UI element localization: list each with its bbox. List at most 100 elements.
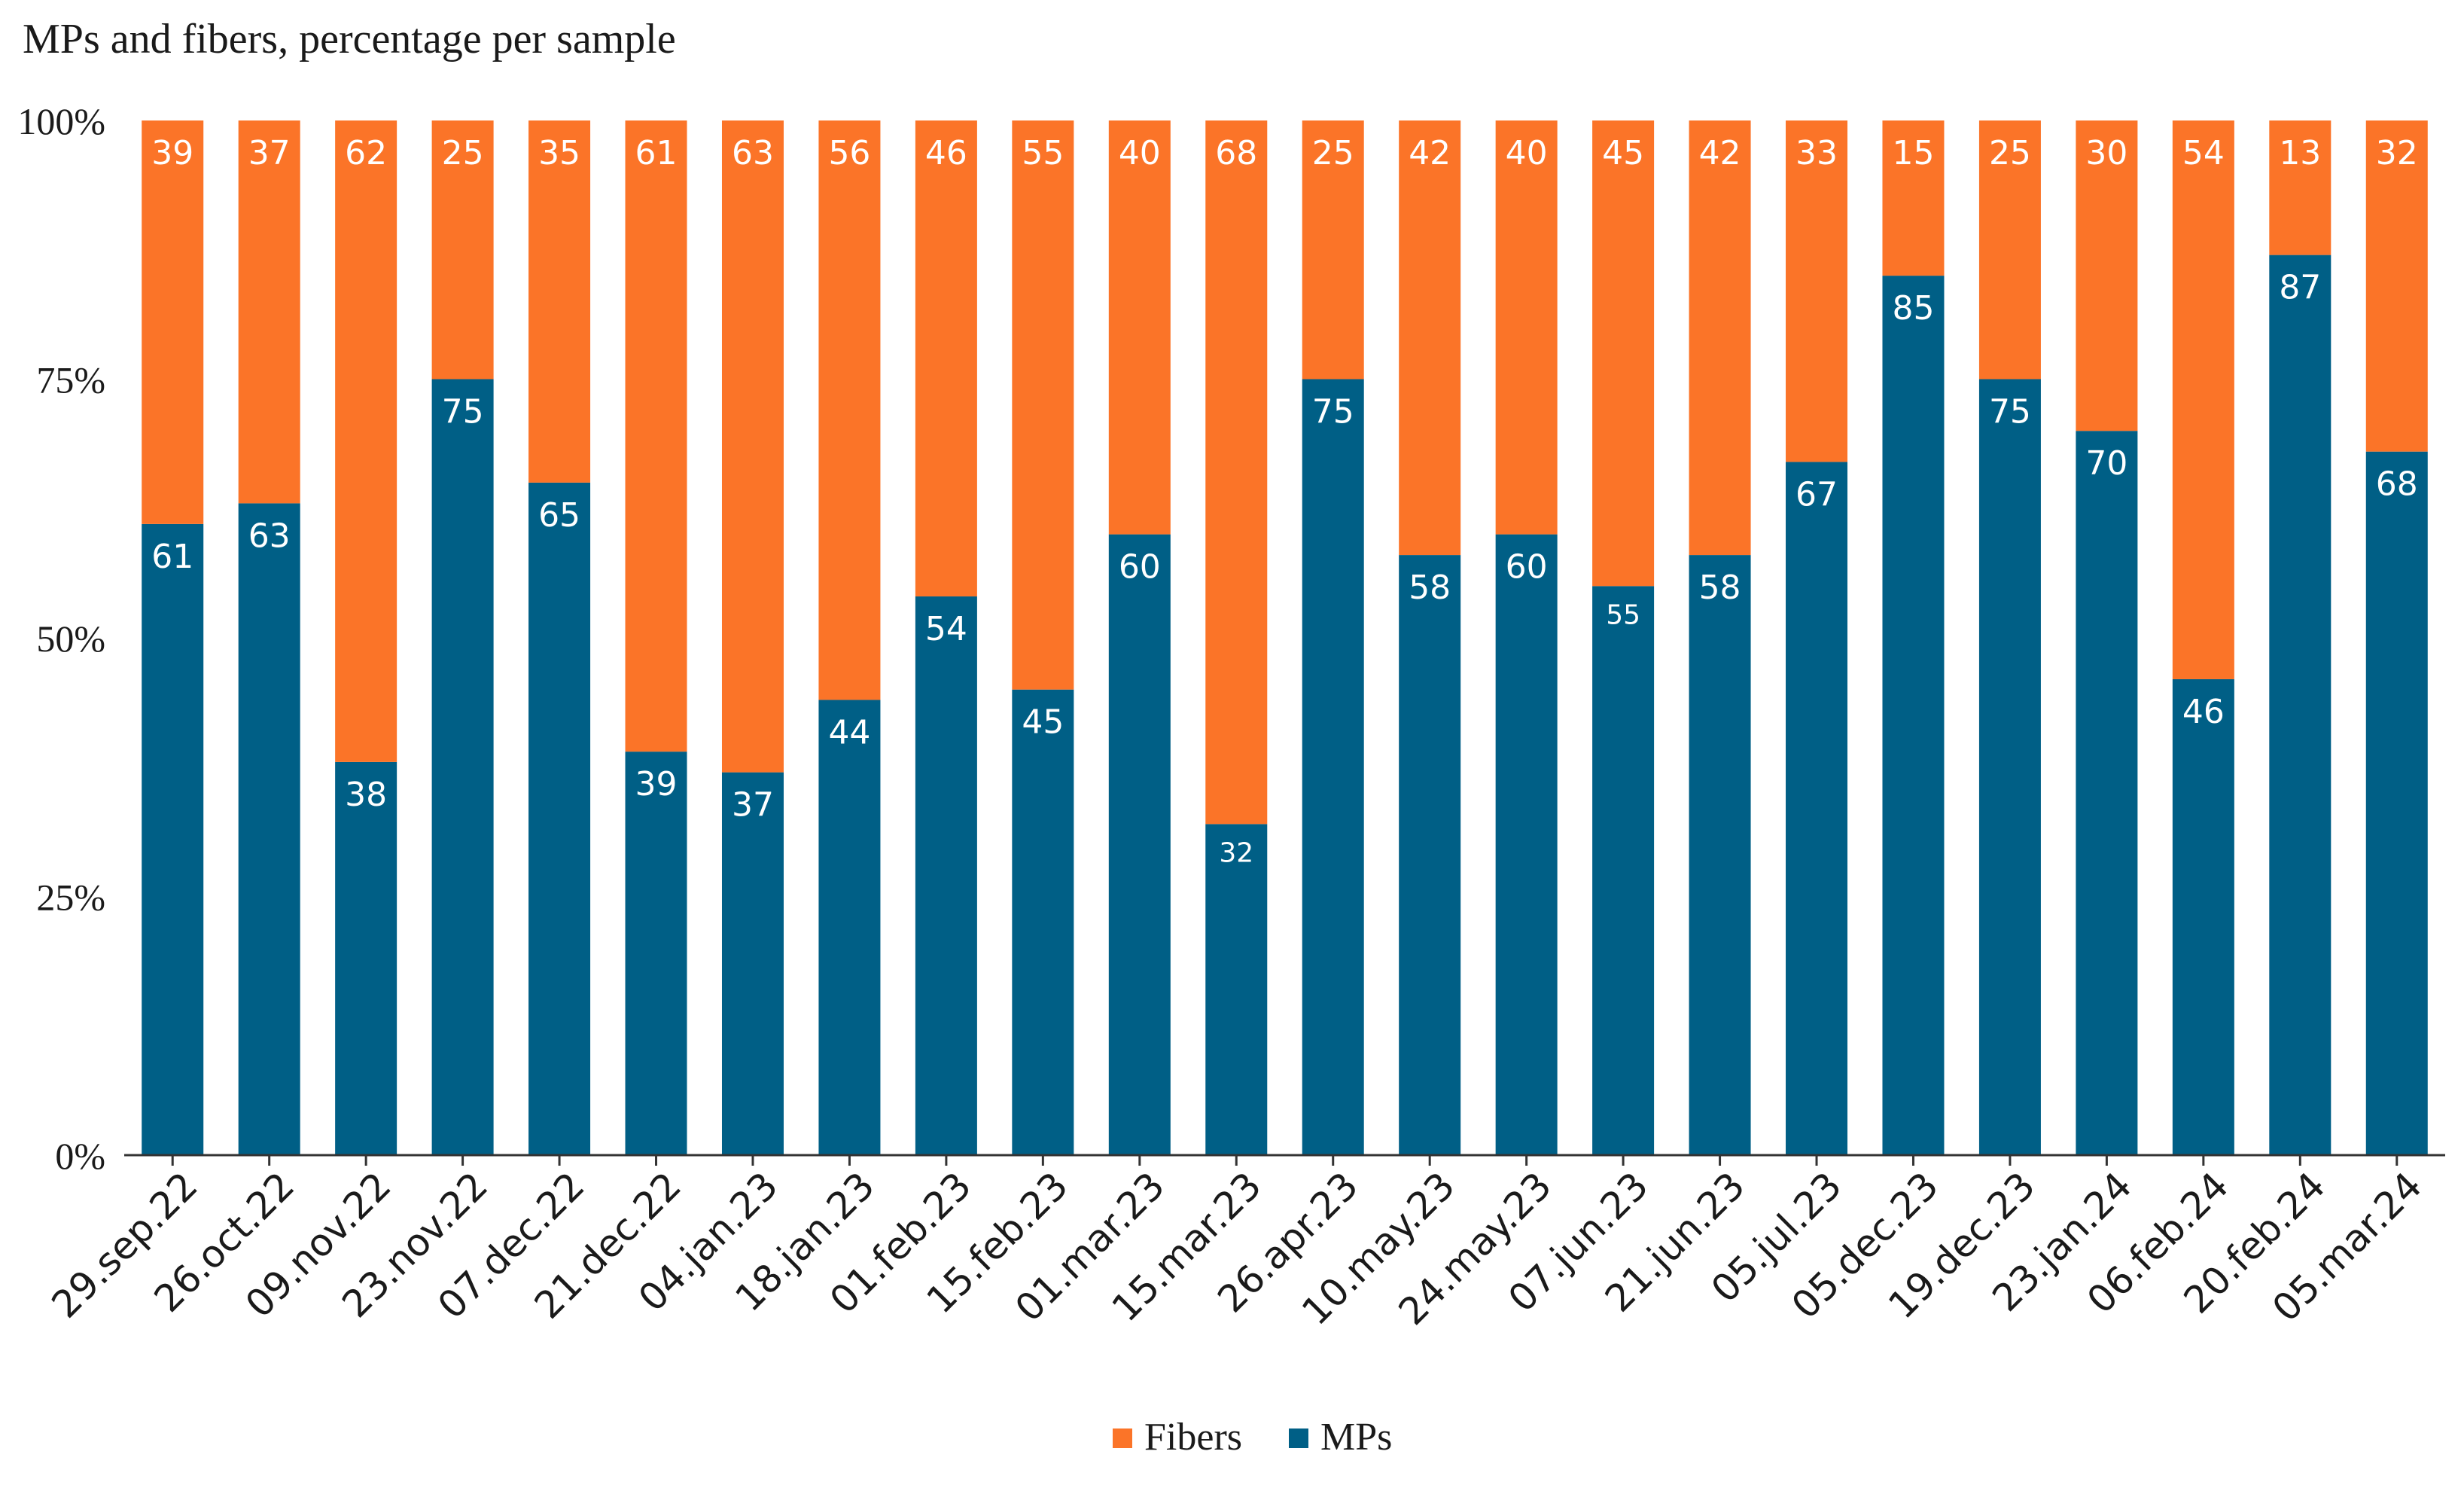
bar-fibers — [2365, 120, 2428, 452]
bar-fibers — [1592, 120, 1655, 587]
chart-title: MPs and fibers, percentage per sample — [23, 16, 676, 63]
data-label-mps: 67 — [1795, 475, 1838, 514]
data-label-fibers: 54 — [2182, 134, 2225, 172]
bar-fibers — [2269, 120, 2332, 255]
data-label-fibers: 56 — [828, 134, 870, 172]
data-label-fibers: 61 — [635, 134, 678, 172]
data-label-fibers: 32 — [2376, 134, 2418, 172]
data-label-fibers: 42 — [1699, 134, 1741, 172]
bar-group: 25 75 — [1302, 120, 1364, 1155]
data-label-fibers: 40 — [1119, 134, 1161, 172]
bar-group: 25 75 — [1978, 120, 2041, 1155]
bar-group: 61 39 — [625, 120, 687, 1155]
bar-group: 42 58 — [1399, 120, 1461, 1155]
bar-group: 35 65 — [528, 120, 591, 1155]
data-label-fibers: 25 — [1989, 134, 2031, 172]
data-label-fibers: 55 — [1022, 134, 1064, 172]
y-tick-label: 50% — [36, 617, 105, 660]
bar-fibers — [335, 120, 397, 762]
data-label-mps: 54 — [925, 610, 967, 648]
x-axis: 29.sep.2226.oct.2209.nov.2223.nov.2207.d… — [44, 1154, 2445, 1334]
data-label-fibers: 40 — [1506, 134, 1548, 172]
bar-mps — [1012, 689, 1074, 1155]
bar-mps — [1882, 276, 1945, 1156]
bar-group: 40 60 — [1108, 120, 1171, 1155]
data-label-mps: 46 — [2182, 693, 2225, 731]
bar-fibers — [431, 120, 494, 380]
bar-fibers — [1399, 120, 1461, 556]
bar-group: 39 61 — [142, 120, 204, 1155]
bar-mps — [1399, 555, 1461, 1155]
bar-mps — [528, 482, 591, 1155]
bar-mps — [2269, 255, 2332, 1155]
data-label-mps: 60 — [1119, 548, 1161, 587]
bar-group: 62 38 — [335, 120, 397, 1155]
bar-mps — [1689, 555, 1751, 1155]
bar-mps — [1786, 462, 1848, 1155]
bar-fibers — [1205, 120, 1268, 825]
bar-fibers — [1108, 120, 1171, 535]
data-label-mps: 55 — [1606, 599, 1640, 630]
bar-group: 68 32 — [1205, 120, 1268, 1155]
bar-fibers — [1012, 120, 1074, 690]
data-label-mps: 58 — [1409, 569, 1451, 607]
bar-fibers — [818, 120, 881, 700]
bar-mps — [335, 761, 397, 1155]
data-label-fibers: 35 — [538, 134, 580, 172]
bar-group: 30 70 — [2076, 120, 2138, 1155]
data-label-mps: 87 — [2279, 269, 2321, 307]
y-tick-label: 100% — [17, 100, 105, 142]
bar-fibers — [625, 120, 687, 752]
bar-fibers — [721, 120, 784, 773]
data-label-fibers: 63 — [732, 134, 774, 172]
bar-fibers — [1302, 120, 1364, 380]
data-label-fibers: 25 — [442, 134, 484, 172]
data-label-mps: 32 — [1219, 837, 1253, 868]
data-label-fibers: 15 — [1892, 134, 1934, 172]
bar-group: 40 60 — [1495, 120, 1558, 1155]
bar-mps — [1205, 824, 1268, 1155]
legend: Fibers MPs — [1113, 1416, 1392, 1459]
bar-group: 63 37 — [721, 120, 784, 1155]
bar-group: 54 46 — [2172, 120, 2234, 1155]
bar-mps — [142, 523, 204, 1155]
bar-mps — [1978, 379, 2041, 1155]
data-label-mps: 60 — [1506, 548, 1548, 587]
data-label-mps: 63 — [248, 517, 291, 555]
bar-group: 45 55 — [1592, 120, 1655, 1155]
bar-fibers — [1978, 120, 2041, 380]
bar-fibers — [238, 120, 300, 504]
data-label-fibers: 33 — [1795, 134, 1838, 172]
data-label-fibers: 25 — [1312, 134, 1354, 172]
y-tick-label: 75% — [36, 359, 105, 401]
bar-fibers — [2076, 120, 2138, 431]
data-label-mps: 75 — [1312, 393, 1354, 431]
bar-mps — [2365, 451, 2428, 1155]
data-label-fibers: 62 — [345, 134, 387, 172]
legend-item-mps: MPs — [1289, 1416, 1392, 1459]
bar-mps — [2076, 431, 2138, 1155]
bar-mps — [818, 700, 881, 1155]
data-label-fibers: 46 — [925, 134, 967, 172]
bar-mps — [2172, 678, 2234, 1155]
bar-fibers — [2172, 120, 2234, 679]
data-label-mps: 85 — [1892, 289, 1934, 328]
data-label-mps: 70 — [2085, 444, 2127, 483]
bar-group: 55 45 — [1012, 120, 1074, 1155]
legend-swatch — [1289, 1428, 1308, 1448]
data-label-mps: 61 — [151, 538, 193, 576]
legend-label: Fibers — [1144, 1416, 1242, 1459]
bar-mps — [238, 503, 300, 1155]
bar-group: 46 54 — [915, 120, 977, 1155]
bar-fibers — [1689, 120, 1751, 556]
data-label-fibers: 45 — [1602, 134, 1644, 172]
bar-group: 13 87 — [2269, 120, 2332, 1155]
bars: 3961376362382575356561396337564446545545… — [142, 120, 2428, 1156]
bar-mps — [1592, 586, 1655, 1155]
bar-mps — [625, 752, 687, 1155]
bar-group: 32 68 — [2365, 120, 2428, 1155]
y-axis: 0% 25% 50% 75% 100% — [17, 100, 105, 1177]
data-label-mps: 44 — [828, 713, 870, 752]
